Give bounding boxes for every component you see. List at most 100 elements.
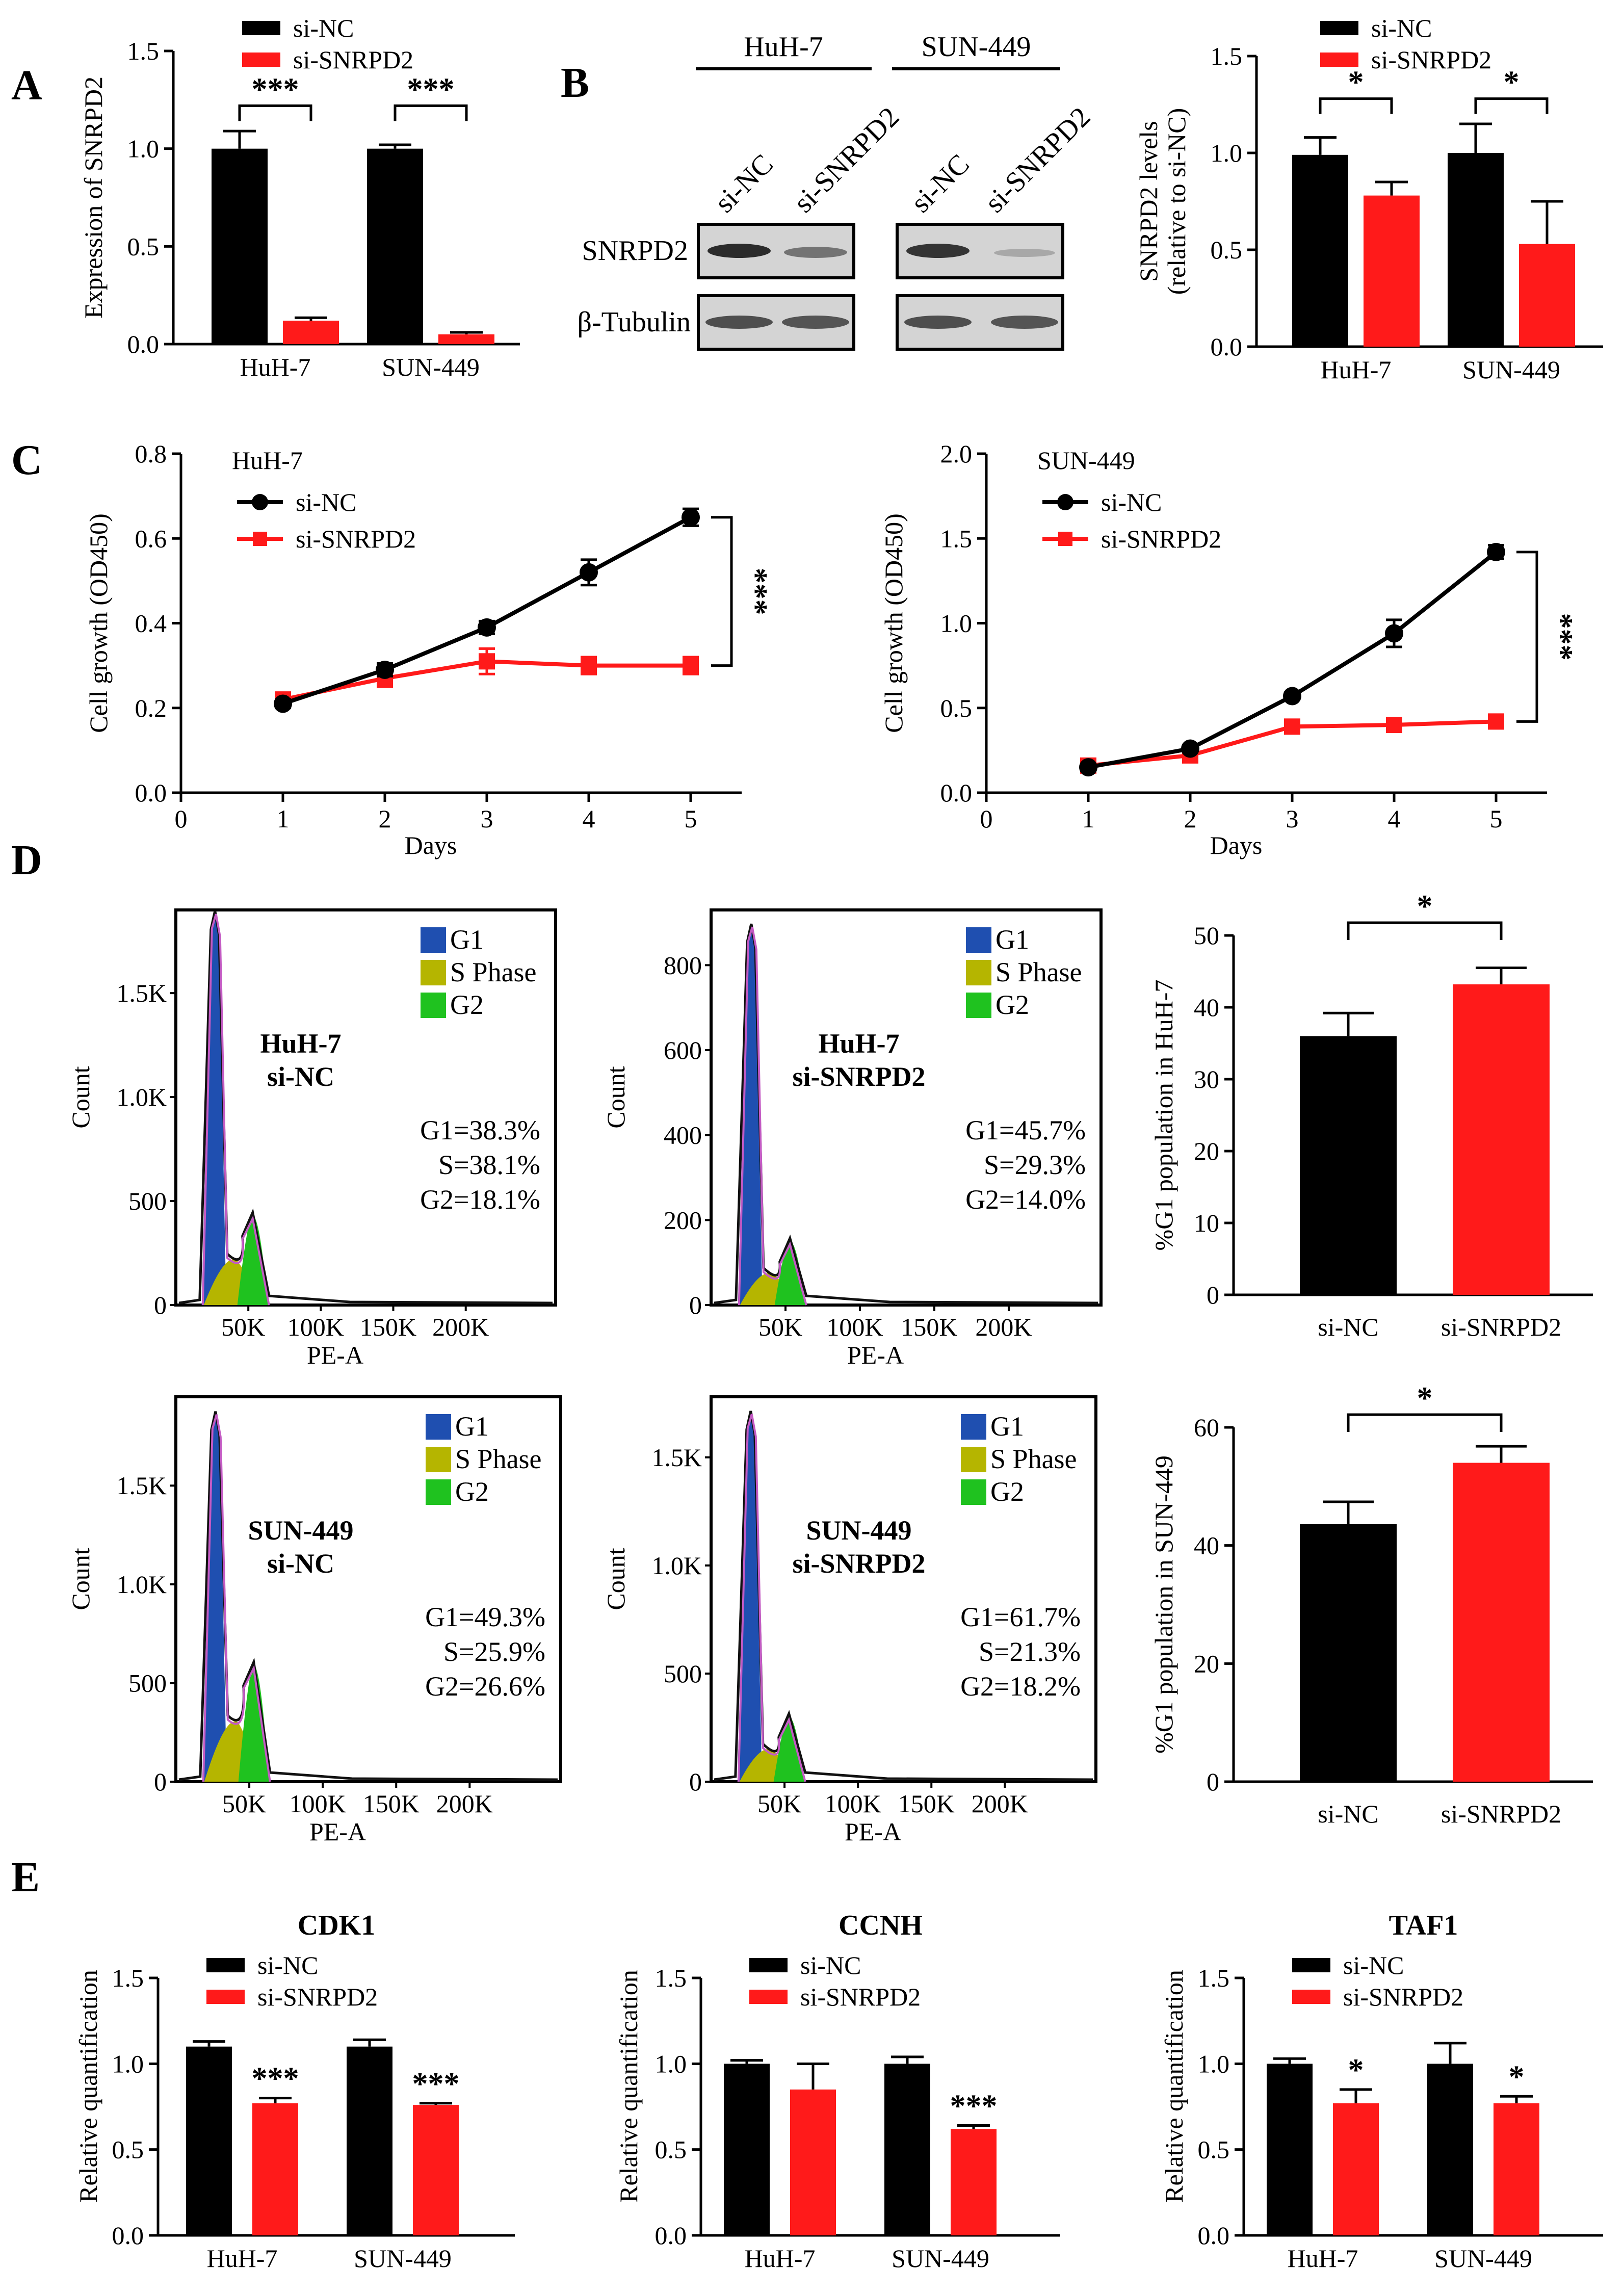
- legend-g2-swatch: [966, 993, 991, 1018]
- model-fit-trace: [202, 1414, 271, 1782]
- panel-label-e: E: [11, 1854, 40, 1901]
- point-si-nc-day-4: [580, 563, 598, 582]
- y-axis-label: Cell growth (OD450): [879, 513, 908, 733]
- point-si-snrpd2-day-5: [1488, 713, 1504, 730]
- phase-stat-2: G2=18.1%: [420, 1184, 540, 1215]
- y-tick-label: 30: [1194, 1065, 1219, 1093]
- x-axis-label: PE-A: [845, 1817, 901, 1846]
- bar-huh-7-si-nc: [212, 148, 268, 344]
- legend-si-snrpd2-swatch: [242, 53, 280, 67]
- y-axis-label-2: (relative to si-NC): [1162, 108, 1191, 295]
- sample-title: HuH-7: [260, 1028, 341, 1059]
- chart-title: TAF1: [1389, 1910, 1458, 1941]
- y-tick-label: 2.0: [940, 439, 973, 468]
- panel-label-b: B: [561, 59, 589, 107]
- blot-cell-line-label: SUN-449: [922, 31, 1031, 63]
- band-sun449-si-snrpd2-tubulin: [991, 316, 1058, 329]
- annotation-bracket: [1347, 1413, 1503, 1432]
- y-tick-label: 1.5: [112, 1964, 144, 1992]
- x-tick-label: SUN-449: [892, 2244, 989, 2273]
- blot-row-label-tubulin: β-Tubulin: [578, 306, 691, 338]
- legend-g1-swatch: [421, 927, 446, 953]
- legend-si-nc-label: si-NC: [1343, 1951, 1404, 1979]
- band-huh7-si-snrpd2-tubulin: [782, 316, 849, 329]
- x-tick-label: 100K: [290, 1789, 346, 1818]
- y-tick-label: 60: [1194, 1413, 1219, 1442]
- y-tick-label: 600: [664, 1036, 702, 1064]
- legend-si-snrpd2-swatch: [1320, 53, 1358, 67]
- y-axis-label: %G1 population in HuH-7: [1149, 980, 1178, 1251]
- annotation-1-bracket: [394, 104, 468, 121]
- legend-g1-label: G1: [996, 924, 1029, 955]
- y-tick-label: 1.0K: [116, 1083, 167, 1111]
- g2-peak: [238, 1665, 269, 1782]
- bar-huh-7-si-snrpd2: [1333, 2103, 1379, 2235]
- annotation-sig: *: [1417, 1381, 1433, 1416]
- point-si-nc-day-2: [376, 660, 394, 679]
- y-axis-label: Count: [66, 1548, 95, 1610]
- legend-g1-label: G1: [990, 1411, 1024, 1442]
- x-tick-label: 1: [277, 804, 290, 833]
- y-axis-label: SNRPD2 levels: [1134, 121, 1163, 281]
- phase-stat-0: G1=45.7%: [965, 1115, 1086, 1145]
- sample-title: HuH-7: [818, 1028, 899, 1059]
- x-tick-label: si-SNRPD2: [1441, 1313, 1561, 1341]
- sample-subtitle: si-SNRPD2: [792, 1061, 925, 1092]
- y-tick-label: 0: [1207, 1281, 1219, 1309]
- x-tick-label: 5: [685, 804, 697, 833]
- phase-stat-2: G2=14.0%: [965, 1184, 1086, 1215]
- legend-s-phase-swatch: [961, 1447, 986, 1472]
- x-axis-label: PE-A: [309, 1817, 366, 1846]
- panel-label-a: A: [11, 62, 42, 109]
- legend: si-NC si-SNRPD2: [749, 1951, 921, 2011]
- chart-D3: 0 10 20 30 40 50 si-NC si-SNRPD2 * %G1 population…: [1149, 889, 1593, 1341]
- annotation-0-bracket: [1319, 97, 1393, 114]
- legend: si-NC si-SNRPD2: [1320, 14, 1491, 74]
- bar-si-nc: [1300, 1524, 1397, 1782]
- x-tick-label: 5: [1490, 804, 1503, 833]
- legend-si-snrpd2-label: si-SNRPD2: [1101, 525, 1221, 553]
- x-tick-label: 200K: [975, 1313, 1032, 1341]
- phase-stat-1: S=29.3%: [984, 1150, 1086, 1180]
- x-tick-label: 50K: [222, 1789, 266, 1818]
- x-tick-label: HuH-7: [745, 2244, 816, 2273]
- x-tick-label: 0: [175, 804, 188, 833]
- bar-sun-449-si-nc: [884, 2064, 930, 2235]
- bar-sun-449-si-nc: [1427, 2064, 1473, 2235]
- y-tick-label: 0.8: [135, 439, 167, 468]
- annotation-1-sig: ***: [407, 72, 455, 107]
- legend-s-phase-swatch: [421, 960, 446, 985]
- legend-s-phase-swatch: [426, 1447, 451, 1472]
- phase-stat-0: G1=49.3%: [425, 1602, 545, 1632]
- point-si-nc-day-5: [682, 508, 700, 527]
- y-tick-label: 1.0: [1211, 139, 1243, 167]
- significance-label: ***: [1544, 613, 1579, 661]
- legend-si-nc-label: si-NC: [800, 1951, 861, 1979]
- y-tick-label: 500: [128, 1187, 167, 1215]
- chart-D6: 0 20 40 60 si-NC si-SNRPD2 * %G1 population in …: [1149, 1381, 1593, 1828]
- legend-si-nc-label: si-NC: [1371, 14, 1432, 42]
- bar-si-snrpd2: [1453, 984, 1550, 1295]
- point-si-nc-day-4: [1385, 624, 1403, 643]
- legend-g1-label: G1: [455, 1411, 489, 1442]
- plot-frame: [710, 1395, 1097, 1783]
- point-si-snrpd2-day-4: [1386, 717, 1402, 733]
- plot-frame: [174, 908, 557, 1307]
- bar-huh-7-si-nc: [1267, 2064, 1313, 2235]
- y-tick-label: 0.2: [135, 694, 167, 722]
- point-si-nc-day-5: [1487, 542, 1505, 561]
- annotation-0: *: [1348, 2053, 1364, 2088]
- bar-sun-449-si-snrpd2: [413, 2105, 459, 2235]
- x-tick-label: si-NC: [1318, 1800, 1378, 1828]
- x-axis-label: PE-A: [847, 1341, 904, 1369]
- legend-g2-label: G2: [455, 1476, 489, 1507]
- sample-title: SUN-449: [806, 1515, 911, 1546]
- band-sun449-si-nc-snrpd2: [906, 244, 970, 258]
- y-tick-label: 0.0: [1211, 332, 1243, 361]
- legend-g1-label: G1: [450, 924, 484, 955]
- y-tick-label: 1.5: [1211, 42, 1243, 70]
- y-tick-label: 0.5: [127, 232, 160, 260]
- x-tick-label: HuH-7: [1321, 355, 1392, 384]
- y-tick-label: 200: [664, 1206, 702, 1234]
